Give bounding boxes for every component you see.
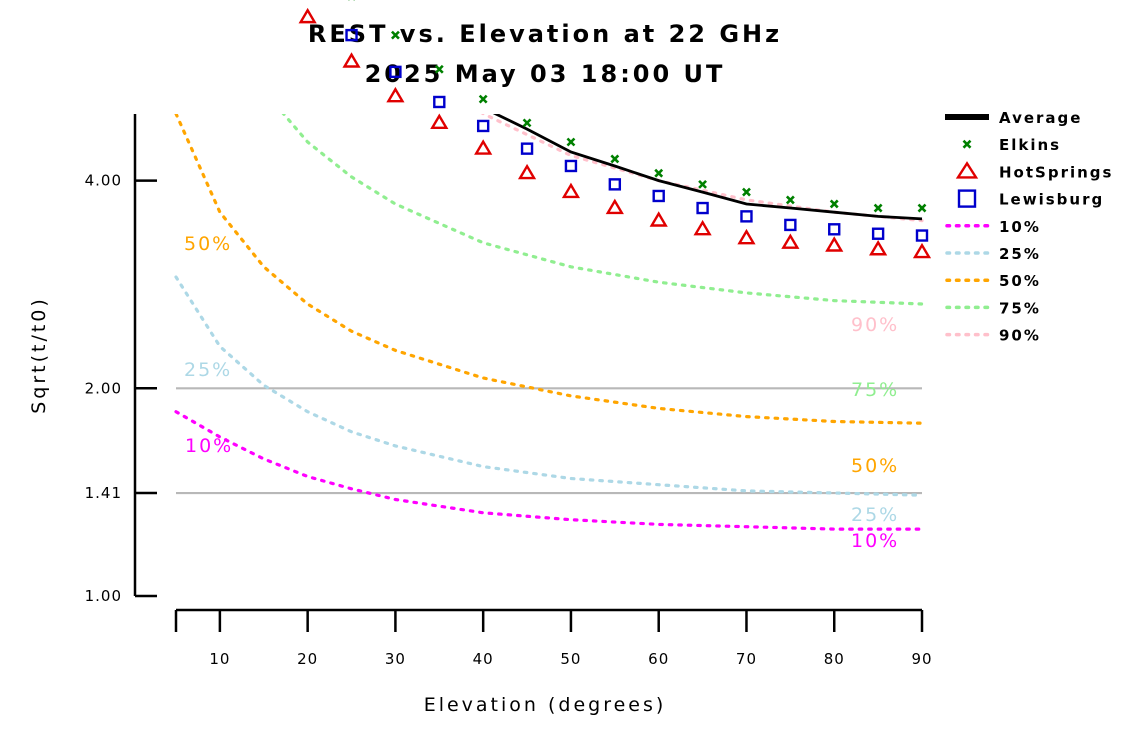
x-tick-label: 90 [911,650,932,668]
percentile-label-left-10pct: 10% [185,435,233,457]
hotsprings-point [649,211,668,227]
lewisburg-point [871,227,885,240]
x-tick-label: 80 [824,650,845,668]
percentile-label-left-50pct: 50% [184,233,232,255]
x-tick-label: 10 [209,650,230,668]
elkins-point [478,94,488,104]
series-hotsprings [298,7,932,259]
elkins-point [873,203,883,213]
elkins-point [829,199,839,209]
elkins-point [917,203,927,213]
x-tick-label: 20 [297,650,318,668]
hotsprings-point [298,7,317,24]
x-tick-label: 60 [648,650,669,668]
y-tick-label: 1.00 [85,587,122,605]
x-tick-label: 50 [560,650,581,668]
hotsprings-point [912,242,932,259]
percentile-label-right-75pct: 75% [851,379,899,401]
chart-subtitle: 2025 May 03 18:00 UT [365,60,726,88]
legend-label-hotsprings: HotSprings [999,163,1113,181]
series-lewisburg [345,28,929,242]
hotsprings-point [693,219,712,236]
legend-label-90pct: 90% [999,327,1041,345]
lewisburg-point [828,223,841,236]
elkins-point [390,30,400,40]
percentile-label-right-90pct: 90% [851,314,899,336]
legend-item-hotsprings: HotSprings [955,161,1113,181]
hotsprings-point [474,139,493,155]
y-axis-label: Sqrt(t/t0) [28,296,50,414]
x-tick-label: 30 [385,650,406,668]
lewisburg-point [564,159,578,173]
hotsprings-point [430,113,449,129]
y-tick-label: 1.41 [85,484,122,502]
plot-area: 1.001.412.004.008.0010203040506070809010… [85,0,932,668]
percentile-label-right-50pct: 50% [851,455,899,477]
elkins-point [698,179,708,189]
legend-item-lewisburg: Lewisburg [957,189,1104,209]
legend-label-lewisburg: Lewisburg [999,191,1104,209]
lewisburg-point [389,65,402,79]
lewisburg-point [345,28,358,42]
elkins-point [785,195,795,205]
hotsprings-point [561,182,581,199]
average-curve [492,114,923,221]
lewisburg-point [740,210,753,223]
percentile-curve-75pct [281,114,924,306]
hotsprings-point [386,86,405,103]
lewisburg-point [652,189,665,203]
elkins-point [522,118,532,128]
legend-label-average: Average [999,109,1082,127]
legend-label-50pct: 50% [999,272,1041,290]
percentile-curve-25pct [174,275,924,497]
legend-label-75pct: 75% [999,299,1041,317]
elkins-point [434,64,444,74]
x-tick-label: 70 [736,650,757,668]
lewisburg-point [476,119,490,133]
legend-item-elkins: Elkins [962,136,1061,154]
hotsprings-point [342,52,361,68]
hotsprings-point [517,163,537,180]
legend-item-75pct: 75% [945,299,1041,317]
legend-item-90pct: 90% [945,327,1041,345]
hotsprings-point [869,239,888,256]
elkins-point [742,187,751,197]
percentile-curve-50pct [174,114,924,425]
hotsprings-point [737,228,756,245]
lewisburg-point [696,201,709,215]
lewisburg-point [784,218,797,232]
legend-swatch-hotsprings [955,161,979,179]
lewisburg-point [433,95,446,109]
y-tick-label: 4.00 [85,172,122,190]
legend: Average Elkins HotSprings Lewisburg 10% 25% 50… [945,109,1113,345]
chart-title: REST vs. Elevation at 22 GHz [308,20,782,48]
legend-item-25pct: 25% [945,245,1041,263]
lewisburg-point [915,229,929,242]
lewisburg-point [520,142,534,155]
legend-swatch-lewisburg [957,189,977,208]
hotsprings-point [825,236,844,252]
legend-item-50pct: 50% [945,272,1041,290]
legend-item-10pct: 10% [945,218,1041,236]
legend-item-average: Average [945,109,1082,127]
legend-label-25pct: 25% [999,245,1041,263]
percentile-curve-10pct [174,410,924,531]
percentile-label-right-10pct: 10% [851,530,899,552]
elkins-point [566,137,576,147]
hotsprings-point [781,233,800,249]
legend-label-10pct: 10% [999,218,1041,236]
x-axis-label: Elevation (degrees) [424,694,667,716]
x-tick-label: 40 [473,650,494,668]
percentile-label-left-25pct: 25% [184,359,232,381]
percentile-label-right-25pct: 25% [851,504,899,526]
elkins-point [654,168,664,178]
hotsprings-point [605,198,624,215]
legend-swatch-elkins [962,139,972,149]
y-tick-label: 2.00 [85,379,122,397]
elkins-point [610,154,620,164]
series-elkins [348,0,927,213]
legend-label-elkins: Elkins [999,136,1061,154]
lewisburg-point [608,178,622,191]
